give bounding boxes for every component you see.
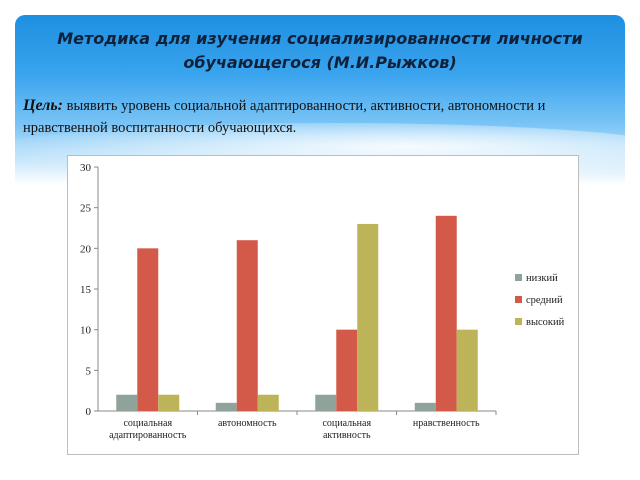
category-label: нравственность (413, 418, 480, 429)
slide-title: Методика для изучения социализированност… (57, 29, 583, 72)
bar-высокий (158, 394, 180, 411)
y-tick-label: 25 (80, 203, 92, 215)
slide: Методика для изучения социализированност… (15, 15, 625, 475)
legend-swatch-средний (515, 296, 522, 303)
y-tick-label: 10 (80, 325, 92, 337)
legend-swatch-высокий (515, 318, 522, 325)
bar-низкий (315, 394, 337, 411)
category-label: активность (323, 430, 371, 441)
y-tick-label: 30 (80, 162, 92, 174)
bar-низкий (215, 402, 237, 411)
legend-label: низкий (526, 273, 558, 284)
y-tick-label: 20 (80, 243, 92, 255)
bar-средний (137, 248, 159, 411)
legend-swatch-низкий (515, 274, 522, 281)
category-label: автономность (218, 418, 277, 429)
y-tick-label: 15 (80, 284, 92, 296)
goal-label: Цель: (23, 97, 63, 114)
legend-label: средний (526, 295, 563, 306)
goal-text: выявить уровень социальной адаптированно… (23, 98, 546, 136)
goal-paragraph: Цель: выявить уровень социальной адаптир… (23, 95, 618, 139)
bar-средний (336, 329, 358, 411)
bar-высокий (456, 329, 478, 411)
bar-chart: 051015202530социальнаяадаптированностьав… (80, 162, 565, 441)
y-tick-label: 5 (86, 365, 92, 377)
category-label: социальная (322, 418, 371, 429)
bar-средний (435, 215, 457, 411)
bar-средний (236, 240, 258, 411)
category-label: социальная (123, 418, 172, 429)
y-tick-label: 0 (86, 406, 92, 418)
category-label: адаптированность (109, 430, 187, 441)
bar-высокий (357, 223, 379, 411)
bar-низкий (116, 394, 138, 411)
legend-label: высокий (526, 317, 565, 328)
bar-низкий (414, 402, 436, 411)
chart-container: 0 5 10 15 20 25 30 социальная адаптированность ав… (67, 155, 579, 455)
bar-высокий (257, 394, 279, 411)
